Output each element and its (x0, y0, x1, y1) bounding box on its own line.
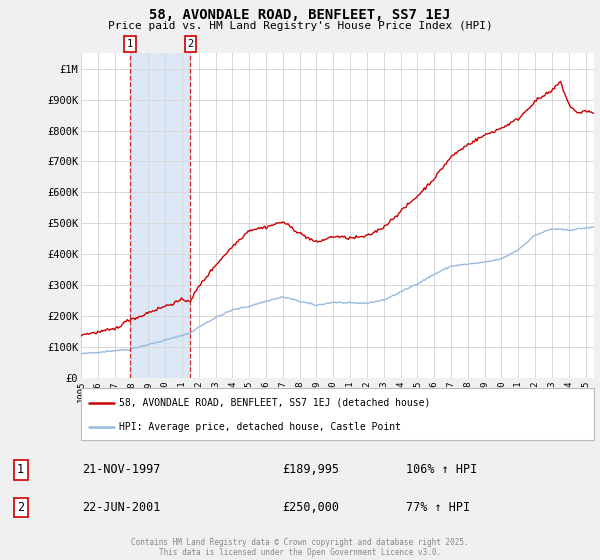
Text: £189,995: £189,995 (283, 463, 340, 477)
Text: 2: 2 (187, 39, 193, 49)
Text: 58, AVONDALE ROAD, BENFLEET, SS7 1EJ (detached house): 58, AVONDALE ROAD, BENFLEET, SS7 1EJ (de… (119, 398, 431, 408)
Text: Price paid vs. HM Land Registry's House Price Index (HPI): Price paid vs. HM Land Registry's House … (107, 21, 493, 31)
Text: 58, AVONDALE ROAD, BENFLEET, SS7 1EJ: 58, AVONDALE ROAD, BENFLEET, SS7 1EJ (149, 8, 451, 22)
Text: HPI: Average price, detached house, Castle Point: HPI: Average price, detached house, Cast… (119, 422, 401, 432)
Text: 1: 1 (127, 39, 133, 49)
Text: 2: 2 (17, 501, 24, 514)
Text: 1: 1 (17, 463, 24, 477)
Text: Contains HM Land Registry data © Crown copyright and database right 2025.
This d: Contains HM Land Registry data © Crown c… (131, 538, 469, 557)
Text: 22-JUN-2001: 22-JUN-2001 (82, 501, 161, 514)
Bar (130, 53, 190, 378)
Text: 21-NOV-1997: 21-NOV-1997 (82, 463, 161, 477)
Text: 106% ↑ HPI: 106% ↑ HPI (406, 463, 477, 477)
Text: 77% ↑ HPI: 77% ↑ HPI (406, 501, 470, 514)
Text: £250,000: £250,000 (283, 501, 340, 514)
